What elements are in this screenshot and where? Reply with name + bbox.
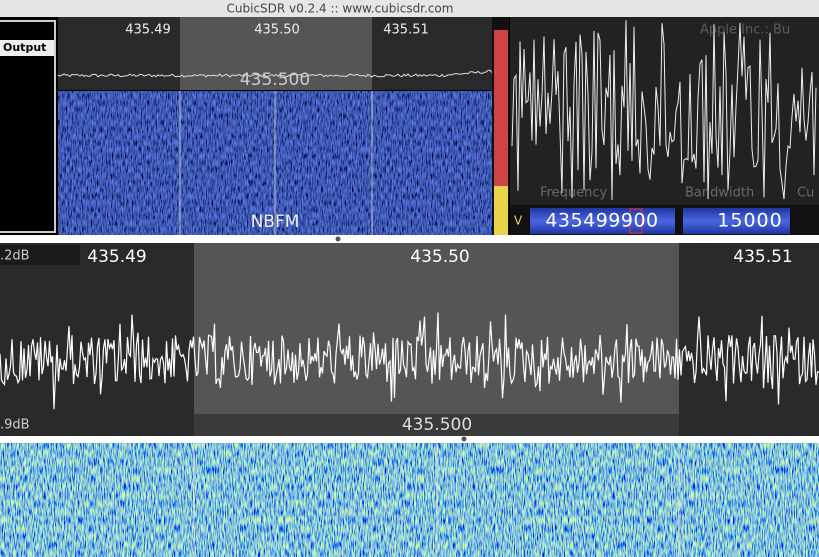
field-label: Bandwidth <box>685 186 754 201</box>
frequency-box[interactable] <box>530 208 675 234</box>
mini-spectrum-trace <box>57 69 493 78</box>
freq-label: 435.50 <box>254 23 300 38</box>
freq-label: 435.49 <box>87 247 146 267</box>
db-bottom: .9dB <box>0 418 30 433</box>
center-freq: 435.500 <box>240 70 310 90</box>
splitter[interactable] <box>0 436 819 443</box>
volume-label: V <box>514 214 523 228</box>
freq-label: 435.50 <box>410 247 469 267</box>
mini-spectrum-selection <box>180 17 372 90</box>
waterfall-noise <box>0 443 819 557</box>
frequency-value[interactable]: 435499900 <box>545 210 658 232</box>
scope-trace <box>511 20 817 200</box>
output-label: Output <box>3 41 46 54</box>
mode-label: NBFM <box>251 212 300 232</box>
field-label: Frequency <box>540 186 607 201</box>
meter-yellow <box>494 186 508 235</box>
db-top: .2dB <box>0 249 30 264</box>
splitter[interactable] <box>0 235 819 243</box>
spectrum-footer <box>194 414 679 436</box>
splitter-handle[interactable] <box>335 236 341 242</box>
device-label: Apple Inc.: Bu <box>700 23 790 38</box>
spectrum-trace <box>0 312 819 410</box>
output-header <box>0 40 54 56</box>
db-top-bg <box>0 245 80 265</box>
bandwidth-box[interactable] <box>683 208 790 234</box>
center-freq: 435.500 <box>402 415 472 435</box>
meter-red <box>494 30 508 186</box>
output-box <box>0 20 56 233</box>
digit-cursor <box>629 208 643 234</box>
splitter-handle[interactable] <box>461 436 467 442</box>
freq-label: 435.51 <box>383 23 429 38</box>
field-label: Cu <box>797 186 814 201</box>
title-bar <box>0 0 819 17</box>
freq-label: 435.51 <box>733 247 792 267</box>
bandwidth-value[interactable]: 15000 <box>717 210 782 232</box>
freq-label: 435.49 <box>125 23 171 38</box>
scope-wave <box>511 20 817 200</box>
window-title: CubicSDR v0.2.4 :: www.cubicsdr.com <box>227 2 454 16</box>
